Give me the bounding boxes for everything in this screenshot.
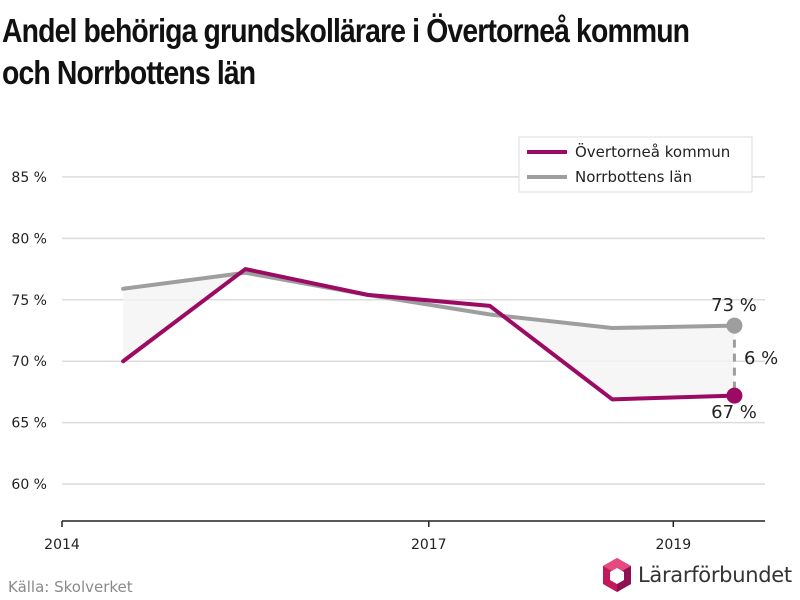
end-label-norrbotten: 73 % — [711, 295, 757, 316]
y-tick-label: 85 % — [11, 170, 47, 186]
end-point-norrbotten — [726, 317, 743, 334]
y-tick-labels: 60 % 65 % 70 % 75 % 80 % 85 % — [11, 170, 47, 493]
end-label-overtornea: 67 % — [711, 402, 757, 423]
source-note: Källa: Skolverket — [8, 578, 133, 596]
end-point-overtornea — [726, 387, 743, 404]
y-tick-label: 70 % — [11, 354, 47, 370]
lararforbundet-logo: Lärarförbundet — [602, 557, 792, 593]
legend-label-norrbotten: Norrbottens län — [575, 168, 692, 186]
series-line-overtornea — [121, 267, 737, 402]
logo-text: Lärarförbundet — [638, 563, 792, 587]
gap-label: 6 % — [744, 348, 778, 369]
legend-box — [518, 136, 753, 193]
x-tick-label: 2017 — [411, 537, 447, 553]
gap-fill-area — [123, 269, 735, 400]
legend: Övertorneå kommun Norrbottens län — [518, 136, 753, 193]
series-line-norrbotten — [121, 270, 737, 331]
chart-title: Andel behöriga grundskollärare i Övertor… — [2, 10, 690, 94]
y-tick-label: 65 % — [11, 416, 47, 432]
chart-title-line-1: Andel behöriga grundskollärare i Övertor… — [2, 12, 690, 49]
y-tick-label: 75 % — [11, 293, 47, 309]
legend-label-overtornea: Övertorneå kommun — [575, 142, 730, 161]
logo-icon — [603, 558, 631, 592]
x-tick-label: 2014 — [44, 537, 80, 553]
series-lines — [121, 267, 737, 402]
x-ticks: 2014 2017 2019 — [44, 521, 691, 553]
y-tick-label: 80 % — [11, 231, 47, 247]
y-tick-label: 60 % — [11, 477, 47, 493]
x-tick-label: 2019 — [655, 537, 691, 553]
end-markers — [726, 317, 743, 404]
chart-title-line-2: och Norrbottens län — [2, 54, 256, 91]
